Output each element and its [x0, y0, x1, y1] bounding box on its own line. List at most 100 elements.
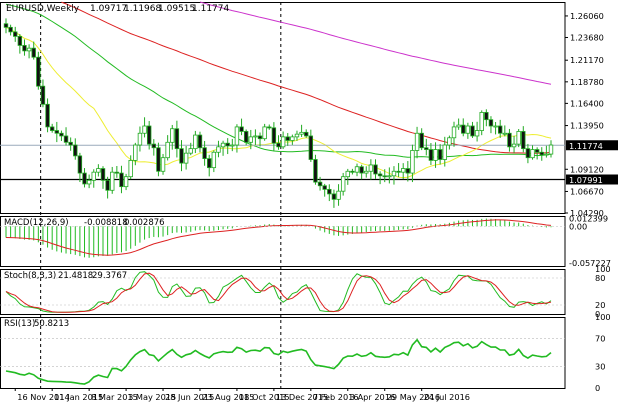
candle-body-8 — [40, 85, 46, 105]
candle-body-103 — [479, 112, 484, 131]
candle-body-95 — [442, 144, 447, 160]
candle-body-7 — [36, 56, 41, 87]
candle-body-105 — [488, 119, 494, 127]
candle-body-40 — [188, 148, 193, 154]
price-tick-label-4: 1.16400 — [570, 98, 604, 108]
candle-body-88 — [410, 150, 415, 174]
candle-body-25 — [119, 172, 124, 188]
macd-tick-label-0: 0.012399 — [569, 213, 608, 223]
candle-body-20 — [96, 168, 101, 173]
candle-body-12 — [59, 132, 64, 137]
x-tick-label-2: 8 Mar 2015 — [91, 392, 138, 402]
stoch-tick-label-3: 0 — [595, 309, 600, 319]
rsi-tick-label-0: 100 — [595, 312, 611, 322]
ohlc-close: 1.11774 — [192, 4, 229, 14]
candle-body-14 — [68, 141, 73, 146]
candle-body-33 — [156, 147, 161, 172]
candle-body-57 — [267, 126, 272, 129]
candle-body-3 — [17, 35, 23, 46]
x-tick-label-1: 11 Jan 2015 — [54, 392, 103, 402]
candle-body-71 — [331, 193, 337, 200]
rsi-tick-label-1: 70 — [595, 333, 605, 343]
stoch-label: Stoch(8,3,3) — [4, 271, 56, 281]
candle-body-111 — [516, 131, 521, 145]
stoch-value-k: 21.4818 — [58, 271, 93, 281]
candle-body-17 — [82, 172, 87, 185]
candle-body-62 — [290, 136, 295, 141]
candle-body-21 — [100, 168, 106, 181]
price-badge-bg-6 — [566, 140, 618, 151]
stoch-d-line — [5, 272, 552, 313]
stoch-k-line — [5, 271, 552, 313]
candle-body-9 — [45, 103, 50, 128]
candle-body-30 — [142, 125, 147, 134]
x-tick-label-0: 16 Nov 2014 — [17, 392, 69, 402]
candle-body-34 — [160, 157, 166, 172]
rsi-tick-label-3: 0 — [595, 383, 600, 393]
macd-tick-label-2: -0.057227 — [569, 258, 611, 268]
price-tick-label-1: 1.23680 — [570, 32, 604, 42]
candle-body-64 — [299, 131, 304, 135]
ohlc-high: 1.11968 — [124, 4, 161, 14]
x-tick-label-11: 24 Jul 2016 — [424, 392, 470, 402]
candle-body-67 — [313, 159, 318, 183]
candle-body-42 — [197, 134, 203, 149]
candle-body-93 — [433, 149, 438, 161]
candle-body-86 — [401, 168, 406, 173]
candle-body-29 — [137, 132, 143, 146]
stoch-pane — [0, 271, 565, 313]
x-tick-label-5: 23 Aug 2015 — [202, 392, 254, 402]
price-pane — [0, 1, 565, 208]
x-tick-label-7: 13 Dec 2015 — [276, 392, 328, 402]
candle-body-38 — [179, 148, 184, 164]
x-tick-label-8: 7 Feb 2016 — [313, 392, 359, 402]
candle-body-32 — [151, 143, 156, 149]
candle-body-54 — [253, 135, 258, 138]
candle-body-96 — [447, 137, 452, 146]
candle-body-84 — [391, 170, 397, 177]
x-tick-label-4: 28 Jun 2015 — [165, 392, 214, 402]
price-tick-label-10: 1.04290 — [570, 208, 604, 218]
candle-body-35 — [165, 141, 170, 159]
stoch-tick-label-1: 80 — [595, 273, 605, 283]
macd-value-main: -0.008818 — [84, 218, 128, 228]
price-tick-label-3: 1.18780 — [570, 77, 604, 87]
candle-body-90 — [419, 132, 424, 149]
stoch-tick-label-2: 20 — [595, 300, 605, 310]
ohlc-low: 1.09515 — [158, 4, 195, 14]
candle-body-83 — [387, 175, 392, 178]
candle-body-10 — [49, 126, 55, 131]
candle-body-22 — [105, 179, 110, 191]
candle-body-53 — [248, 136, 253, 143]
candle-body-87 — [405, 168, 411, 174]
candle-body-74 — [345, 170, 350, 178]
candle-body-15 — [73, 144, 78, 157]
candle-body-63 — [294, 133, 300, 138]
candle-body-102 — [474, 130, 480, 137]
candle-body-108 — [502, 132, 508, 135]
candle-body-70 — [327, 188, 332, 195]
stoch-tick-label-0: 100 — [595, 264, 611, 274]
candle-body-66 — [308, 135, 314, 160]
ma-100-line — [61, 1, 552, 154]
candle-body-44 — [207, 158, 212, 169]
candle-body-27 — [128, 160, 133, 178]
candle-body-45 — [211, 151, 217, 169]
candle-body-46 — [216, 146, 221, 153]
candle-body-0 — [3, 23, 9, 28]
candle-body-31 — [146, 125, 152, 145]
candle-body-80 — [373, 164, 378, 175]
candle-body-117 — [544, 153, 549, 156]
rsi-label: RSI(13) — [4, 319, 35, 329]
candle-body-18 — [86, 179, 92, 185]
candle-body-77 — [359, 166, 364, 174]
candle-body-69 — [322, 185, 327, 190]
candle-body-48 — [225, 142, 230, 147]
price-badge-bg-8 — [566, 174, 618, 185]
candle-body-68 — [317, 181, 323, 187]
candle-body-23 — [110, 171, 115, 191]
candle-body-36 — [170, 128, 175, 143]
candle-body-97 — [451, 126, 457, 139]
candle-body-55 — [257, 135, 263, 140]
